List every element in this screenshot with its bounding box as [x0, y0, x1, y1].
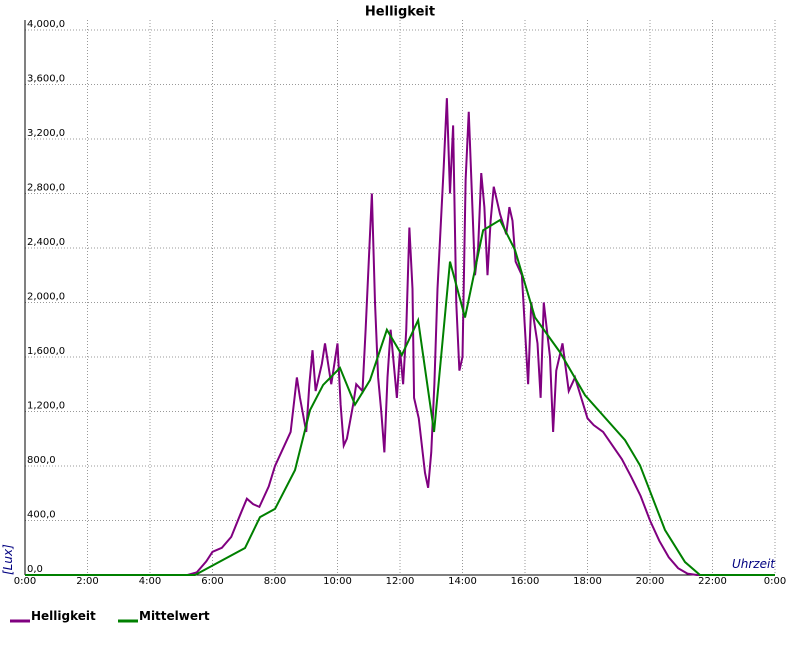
x-tick-label: 12:00 [386, 576, 415, 587]
x-tick-label: 2:00 [76, 576, 98, 587]
y-axis-label: [Lux] [1, 544, 15, 575]
chart-title: Helligkeit [365, 5, 435, 20]
x-tick-label: 6:00 [201, 576, 223, 587]
x-tick-label: 4:00 [139, 576, 161, 587]
x-tick-label: 0:00 [14, 576, 36, 587]
y-tick-label: 400,0 [27, 510, 56, 521]
y-tick-label: 2,800,0 [27, 183, 65, 194]
x-tick-label: 16:00 [511, 576, 540, 587]
y-tick-label: 4,000,0 [27, 19, 65, 30]
x-tick-label: 14:00 [448, 576, 477, 587]
y-tick-label: 2,000,0 [27, 292, 65, 303]
y-tick-label: 2,400,0 [27, 237, 65, 248]
legend-label: Helligkeit [31, 609, 96, 623]
y-tick-label: 1,200,0 [27, 401, 65, 412]
x-tick-label: 0:00 [764, 576, 786, 587]
y-tick-label: 800,0 [27, 455, 56, 466]
x-tick-label: 18:00 [573, 576, 602, 587]
x-tick-label: 10:00 [323, 576, 352, 587]
x-tick-label: 20:00 [636, 576, 665, 587]
series-line [25, 218, 775, 576]
y-tick-label: 1,600,0 [27, 346, 65, 357]
legend-label: Mittelwert [139, 609, 210, 623]
x-tick-label: 8:00 [264, 576, 286, 587]
y-tick-label: 0,0 [27, 564, 43, 575]
x-axis-label: Uhrzeit [732, 557, 776, 571]
x-tick-label: 22:00 [698, 576, 727, 587]
y-tick-label: 3,600,0 [27, 74, 65, 85]
y-tick-label: 3,200,0 [27, 128, 65, 139]
